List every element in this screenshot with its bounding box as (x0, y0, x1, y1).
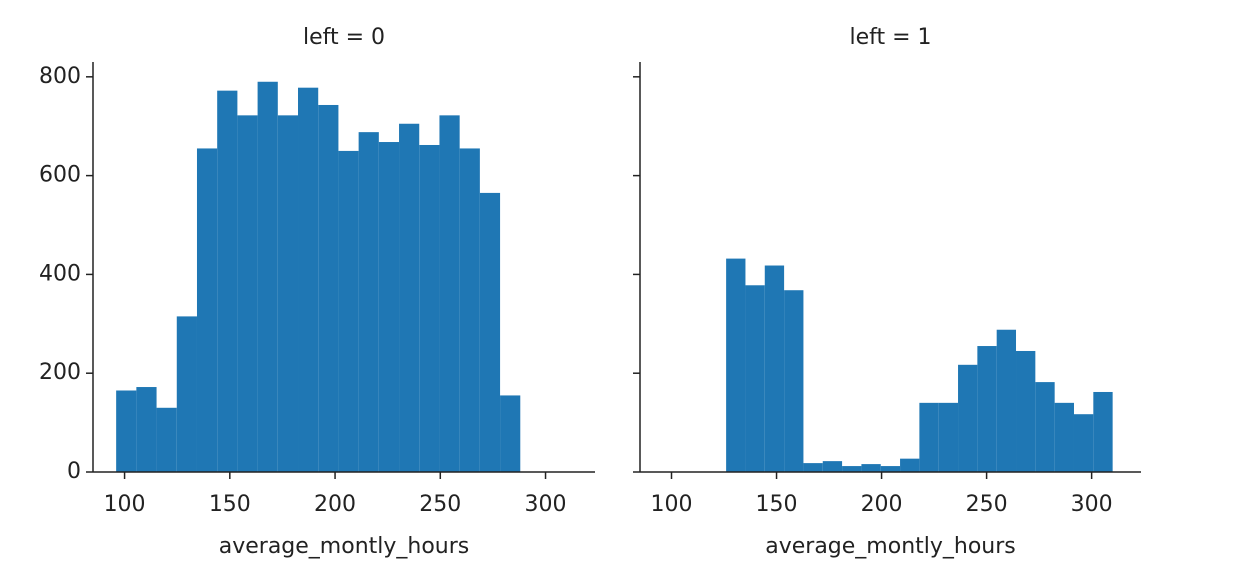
bar (419, 144, 440, 472)
x-tick-label: 150 (209, 492, 251, 517)
bar (196, 148, 218, 472)
bar (764, 265, 785, 472)
bar (116, 390, 137, 472)
x-tick-label: 300 (525, 492, 567, 517)
x-tick-label: 200 (861, 492, 903, 517)
bar (958, 364, 978, 472)
bar (136, 387, 157, 472)
x-tick-label: 250 (966, 492, 1008, 517)
panel-title: left = 1 (849, 25, 931, 50)
x-tick-label: 250 (419, 492, 461, 517)
bar (1054, 402, 1074, 472)
panel-title: left = 0 (303, 25, 385, 50)
bar (861, 464, 881, 472)
y-tick-label: 400 (39, 261, 81, 286)
y-tick-label: 800 (39, 64, 81, 89)
bar (479, 192, 501, 472)
bar (784, 290, 804, 472)
x-axis-label: average_montly_hours (765, 534, 1016, 559)
bar (1035, 382, 1055, 472)
x-axis-label: average_montly_hours (219, 534, 470, 559)
bar (277, 115, 299, 472)
bar (237, 115, 258, 472)
x-tick-label: 100 (104, 492, 146, 517)
bar (996, 329, 1017, 472)
y-tick-label: 0 (67, 459, 81, 484)
bar (938, 402, 959, 472)
bar (726, 258, 746, 472)
bar (822, 461, 843, 472)
bar (378, 142, 400, 472)
bar (500, 395, 521, 472)
x-tick-label: 300 (1071, 492, 1113, 517)
bar (156, 407, 177, 472)
bar (439, 115, 460, 472)
bar (217, 90, 238, 472)
bar (257, 81, 278, 472)
bar (745, 285, 765, 472)
bar (1073, 414, 1094, 472)
bar (298, 87, 319, 473)
bar (880, 466, 901, 472)
bar (318, 104, 339, 473)
x-tick-label: 100 (651, 492, 693, 517)
bar (977, 346, 997, 472)
y-tick-label: 200 (39, 360, 81, 385)
x-tick-label: 150 (756, 492, 798, 517)
x-tick-label: 200 (314, 492, 356, 517)
bar (176, 316, 197, 472)
bar (900, 458, 920, 472)
bar (919, 402, 939, 472)
bar (1093, 391, 1113, 472)
bar (459, 148, 480, 472)
bar (399, 123, 420, 473)
y-tick-label: 600 (39, 163, 81, 188)
bar (1016, 350, 1036, 472)
bar (803, 463, 823, 472)
bar (358, 132, 379, 472)
bar (842, 466, 862, 472)
bar (338, 150, 359, 473)
